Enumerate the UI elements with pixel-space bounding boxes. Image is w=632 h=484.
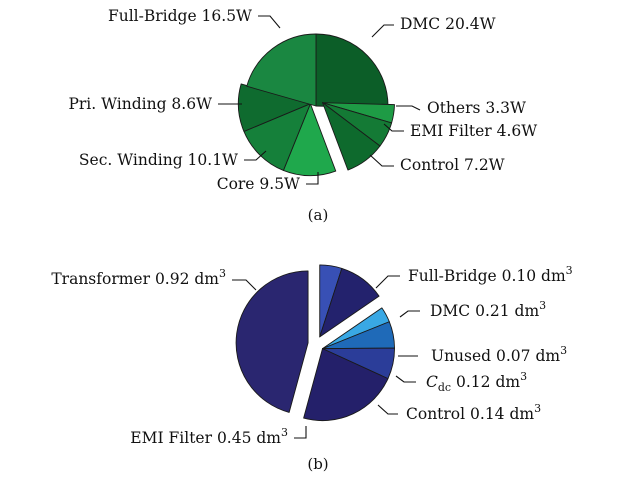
caption-a: (a) [308, 206, 329, 224]
pie-a-slice-sec-winding [243, 103, 311, 171]
label-b-control: Control 0.14 dm3 [406, 402, 541, 423]
label-a-sec-winding: Sec. Winding 10.1W [79, 151, 238, 169]
pie-chart-a: Full-Bridge 16.5W DMC 20.4W Pri. Winding… [68, 7, 537, 224]
label-a-core: Core 9.5W [217, 175, 300, 193]
pie-b-slice-dmc [319, 267, 380, 338]
leader-a-dmc [371, 24, 394, 38]
pie-a-slice-full-bridge [246, 33, 317, 107]
pie-a-slice-control [322, 102, 381, 171]
leader-b-cdc [395, 375, 416, 383]
leader-b-dmc [399, 310, 420, 318]
label-a-dmc: DMC 20.4W [400, 15, 496, 33]
leader-b-control [377, 404, 398, 415]
label-b-dmc: DMC 0.21 dm3 [430, 299, 546, 320]
label-b-unused: Unused 0.07 dm3 [431, 344, 567, 365]
leader-b-full-bridge [375, 275, 400, 289]
pie-a-slice-pri-winding [237, 83, 311, 132]
leader-b-emi-filter [294, 426, 307, 439]
pie-b-slice-transformer [235, 270, 309, 413]
leader-a-others [396, 105, 421, 111]
label-b-cdc: Cdc 0.12 dm3 [426, 370, 527, 394]
label-b-full-bridge: Full-Bridge 0.10 dm3 [408, 264, 573, 285]
label-a-full-bridge: Full-Bridge 16.5W [108, 7, 252, 25]
label-a-emi-filter: EMI Filter 4.6W [410, 122, 537, 140]
leader-a-emi-filter [383, 123, 404, 132]
label-b-transformer: Transformer 0.92 dm3 [51, 267, 226, 288]
pie-b-slice-emi-filter [303, 348, 389, 422]
leader-a-sec-winding [244, 150, 267, 161]
label-a-pri-winding: Pri. Winding 8.6W [68, 95, 212, 113]
leader-a-core [306, 172, 319, 185]
leader-b-transformer [232, 279, 257, 291]
leader-a-full-bridge [258, 15, 281, 29]
pie-chart-b: Transformer 0.92 dm3 Full-Bridge 0.10 dm… [51, 264, 572, 473]
pie-a-slice-dmc [315, 33, 389, 109]
label-b-emi-filter: EMI Filter 0.45 dm3 [130, 426, 288, 447]
label-a-control: Control 7.2W [400, 156, 505, 174]
label-a-others: Others 3.3W [427, 99, 526, 117]
caption-b: (b) [307, 455, 328, 473]
leader-a-control [369, 154, 394, 167]
